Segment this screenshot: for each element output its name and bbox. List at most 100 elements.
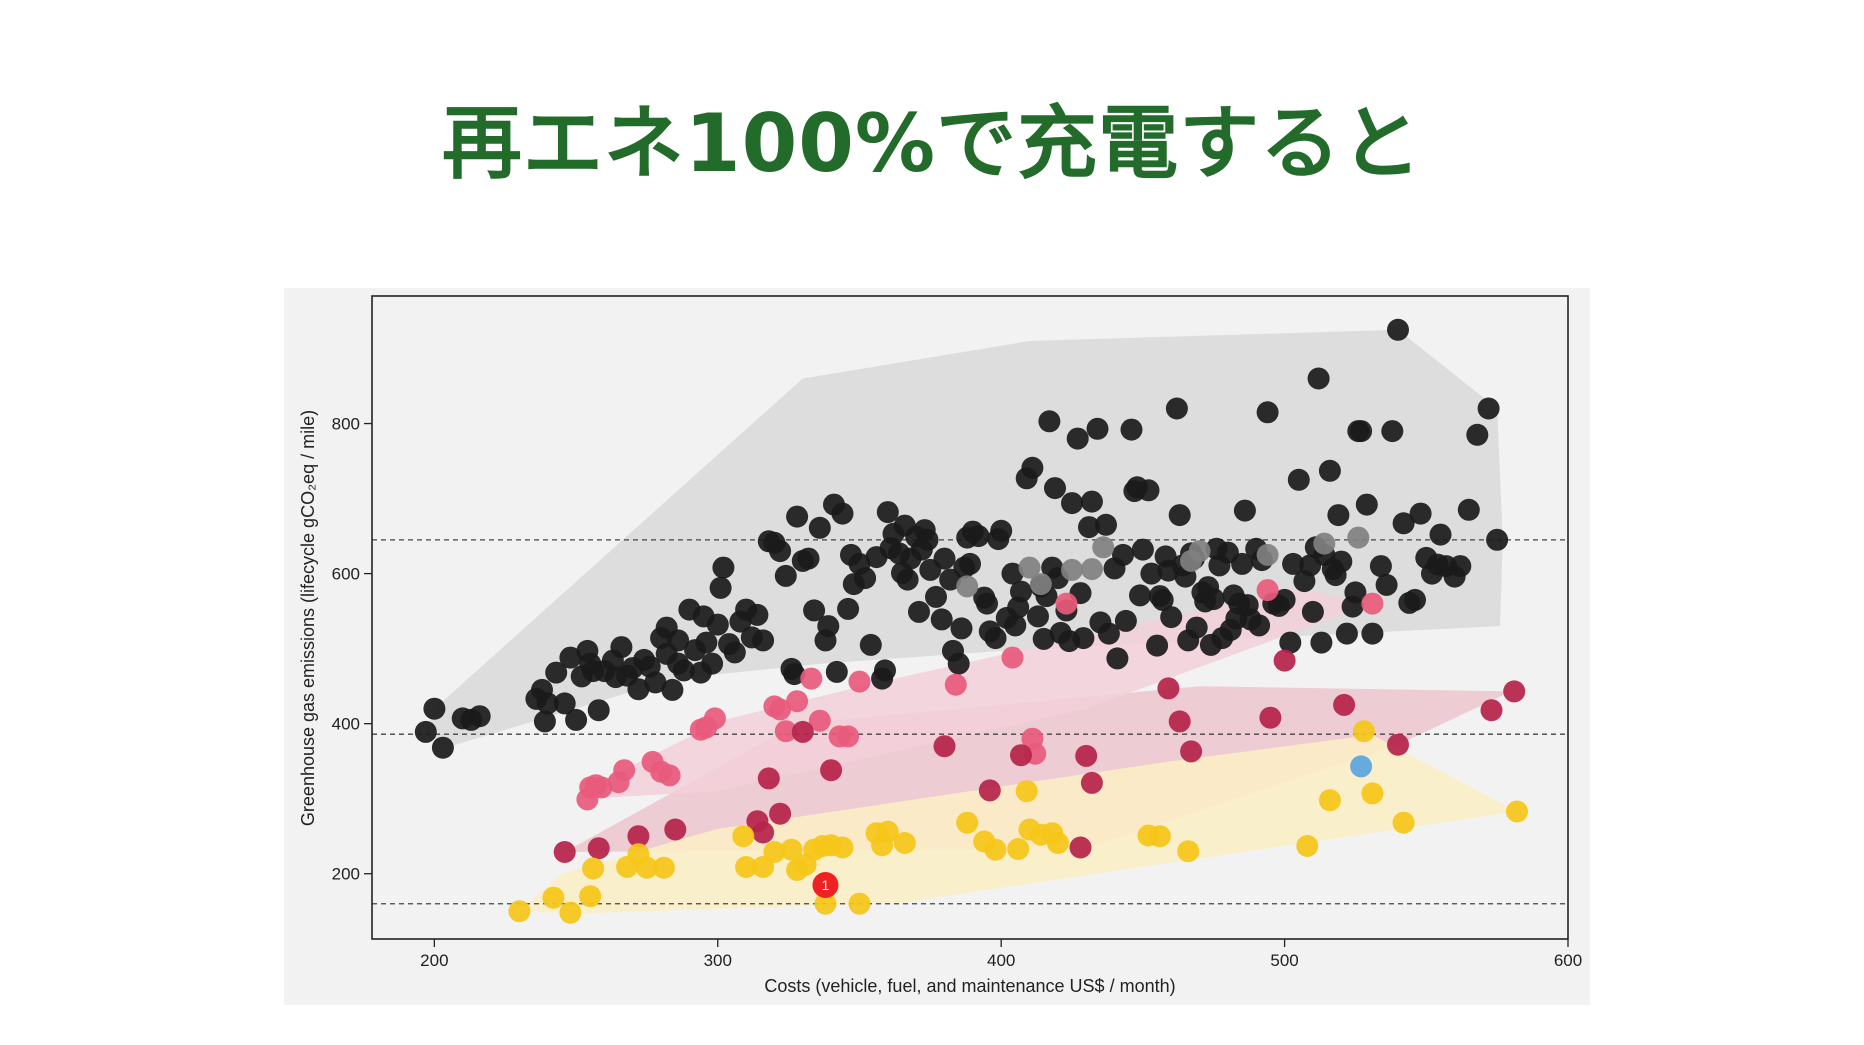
point-gas-210 [1381,420,1404,443]
point-gas-196 [1318,459,1341,482]
point-gas-25 [627,678,650,701]
point-gas-212 [1392,512,1415,535]
point-ev-29 [1015,780,1038,803]
point-ev-36 [1177,840,1200,863]
point-ev_short-7 [769,802,792,825]
point-gas-130 [1072,627,1095,650]
point-gas-135 [1095,513,1117,536]
point-ev_short-9 [820,759,843,782]
annotation-label: 1 [822,877,830,893]
point-ev-20 [848,892,871,915]
point-gas-215 [1409,502,1432,525]
point-ev_short-10 [933,735,956,758]
point-ev_short-0 [553,841,576,863]
point-hybrid-5 [1092,536,1115,559]
point-plugin-27 [1361,592,1384,615]
point-gas-176 [1233,499,1256,522]
data-points: 1 [414,318,1528,924]
point-ev-43 [814,892,837,915]
point-ev_short-22 [1387,733,1409,756]
point-gas-132 [1080,490,1103,513]
point-ev-1 [542,886,565,909]
point-plugin-13 [769,698,792,721]
point-plugin-15 [786,690,809,713]
point-ev-13 [780,838,803,861]
point-ev-41 [1392,811,1415,834]
point-gas-211 [1387,318,1409,341]
point-gas-155 [1168,504,1191,527]
point-gas-22 [610,636,633,659]
point-plugin-26 [1256,579,1279,602]
point-gas-41 [701,652,724,675]
point-ev_short-2 [627,825,650,848]
point-gas-43 [709,576,732,599]
point-ev-9 [732,825,755,848]
point-plugin-25 [1055,592,1078,615]
slide-title: 再エネ100%で充電すると [441,97,1423,190]
point-gas-10 [545,661,568,684]
scatter-chart: 1 200 300 400 500 600 200 400 600 800 Costs (veh… [298,295,1583,996]
point-gas-209 [1375,573,1398,596]
point-gas-188 [1287,468,1310,491]
point-gas-223 [1457,498,1480,521]
point-ev_short-8 [791,720,814,743]
point-gas-102 [967,525,990,548]
point-gas-122 [1044,477,1066,500]
point-ev_short-11 [978,779,1001,802]
point-gas-64 [817,615,840,638]
point-ev-40 [1361,782,1384,805]
y-tick-label-1: 400 [332,715,360,734]
point-gas-51 [752,629,775,652]
axes: 200 300 400 500 600 200 400 600 800 [332,415,1583,970]
point-gas-127 [1061,492,1083,515]
hull-plugin [587,588,1373,799]
point-ev-27 [984,838,1007,861]
point-gas-140 [1114,609,1137,632]
point-gas-66 [825,660,848,683]
point-ev_short-6 [757,767,780,790]
point-ev-42 [1506,800,1528,823]
point-ev_short-5 [752,821,775,844]
point-gas-185 [1273,588,1296,611]
point-ev-33 [1046,832,1069,854]
point-ev-37 [1296,835,1319,857]
point-gas-35 [672,659,695,682]
point-gas-154 [1165,397,1188,420]
point-plugin-20 [848,670,871,693]
point-gas-153 [1160,606,1183,629]
point-gas-83 [896,568,919,591]
point-gas-208 [1369,555,1392,578]
point-gas-193 [1307,367,1330,390]
point-plugin-21 [944,673,967,696]
x-axis-label: Costs (vehicle, fuel, and maintenance US… [764,976,1175,996]
point-gas-9 [536,692,559,715]
point-hybrid-8 [1256,543,1279,566]
point-gas-110 [1001,562,1024,585]
point-gas-200 [1330,550,1353,573]
point-plugin-8 [658,764,681,787]
point-gas-150 [1151,588,1174,611]
point-ev_short-24 [1503,680,1526,703]
point-gas-61 [803,599,826,622]
point-gas-199 [1327,504,1350,527]
point-gas-203 [1344,581,1367,604]
point-ev-8 [652,856,675,879]
point-ev_short-14 [1075,744,1098,767]
point-hybrid-3 [1061,558,1083,581]
point-gas-77 [876,501,899,524]
point-gas-89 [916,528,939,551]
point-gas-34 [667,629,690,652]
point-hybrid-10 [1347,526,1370,549]
point-ev-4 [582,857,605,880]
x-tick-label-1: 300 [704,951,732,970]
point-gas-207 [1361,622,1384,645]
point-ev_short-3 [664,818,687,841]
y-tick-label-0: 200 [332,865,360,884]
point-blue-0 [1350,755,1373,778]
point-gas-146 [1137,479,1160,502]
point-plugin-5 [613,759,636,782]
point-hybrid-1 [1018,556,1041,579]
point-gas-175 [1231,552,1254,575]
point-gas-73 [859,633,882,656]
point-gas-1 [423,697,446,720]
